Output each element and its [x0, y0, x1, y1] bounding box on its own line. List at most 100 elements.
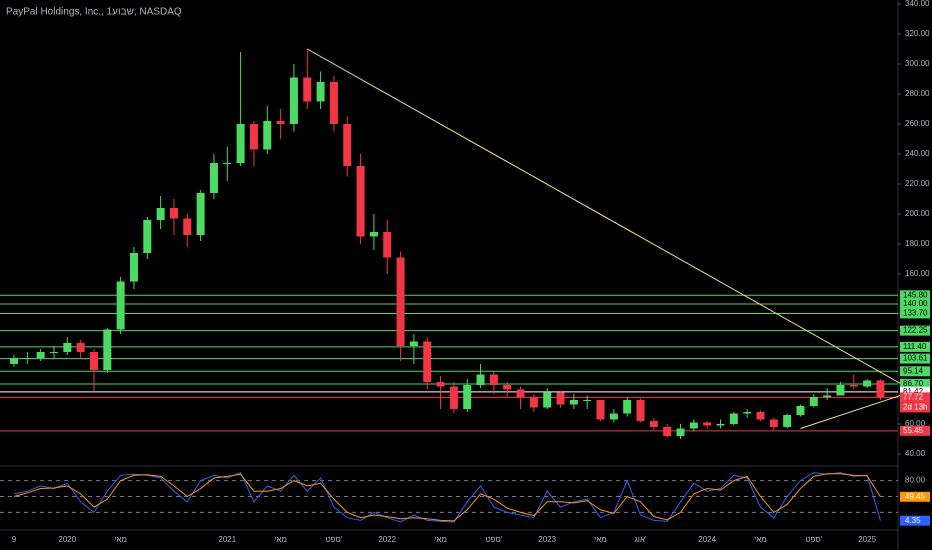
x-tick-label: ספט' [805, 535, 822, 544]
candle-body [143, 220, 152, 253]
trend-line [800, 390, 914, 429]
candle-body [609, 413, 618, 420]
candle-body [116, 281, 125, 330]
candle-body [636, 400, 645, 421]
y-tick-label: 340.00 [905, 0, 930, 8]
level-label: 95.14 [903, 366, 924, 375]
level-label: 140.00 [903, 299, 928, 308]
candle-body [596, 400, 605, 420]
candle-body [383, 232, 392, 258]
candle-body [76, 343, 85, 352]
candle-body [796, 406, 805, 415]
level-label-bg [900, 425, 930, 436]
candle-body [716, 424, 725, 426]
candle-body [529, 397, 538, 408]
candle-body [396, 257, 405, 346]
x-tick-label: 9 [12, 535, 17, 544]
candle-body [316, 82, 325, 102]
x-tick-label: מאי [594, 535, 607, 544]
x-tick-label: 2023 [538, 535, 556, 544]
candle-body [649, 421, 658, 427]
x-tick-label: 2021 [218, 535, 236, 544]
x-tick-label: ספט' [485, 535, 502, 544]
candle-body [569, 400, 578, 405]
x-tick-label: מאי [114, 535, 127, 544]
chart-title: PayPal Holdings, Inc., 1שבוע, NASDAQ [6, 7, 182, 18]
level-label-bg [900, 308, 930, 319]
candle-body [236, 124, 245, 163]
level-label-bg [900, 366, 930, 377]
candle-body [823, 395, 832, 397]
candle-body [89, 352, 98, 370]
trend-line [307, 48, 915, 392]
candle-body [156, 208, 165, 220]
oscillator-value-bg [900, 515, 930, 526]
candle-body [583, 400, 592, 401]
candle-body [223, 163, 232, 164]
candle-body [409, 341, 418, 346]
candle-body [369, 232, 378, 237]
y-tick-label: 240.00 [905, 149, 930, 158]
x-tick-label: 2024 [698, 535, 716, 544]
level-note-bg [900, 402, 930, 413]
candle-body [103, 329, 112, 370]
oscillator-line [13, 472, 881, 523]
candle-body [516, 389, 525, 397]
candle-body [249, 124, 258, 150]
oscillator-value-bg [900, 491, 930, 502]
level-label: 111.40 [903, 342, 927, 351]
level-label: 133.70 [903, 309, 928, 318]
candle-body [876, 380, 885, 398]
candle-body [23, 358, 32, 359]
candle-body [49, 352, 58, 353]
x-tick-label: מאי [274, 535, 287, 544]
level-label-bg [900, 299, 930, 309]
x-tick-label: מאי [754, 535, 767, 544]
candle-body [343, 124, 352, 166]
candle-body [689, 422, 698, 429]
level-note: 2d 13h [903, 403, 927, 412]
x-tick-label: אוג' [635, 535, 647, 544]
level-label: 77.72 [903, 393, 924, 402]
x-tick-label: מאי [434, 535, 447, 544]
candle-body [329, 82, 338, 124]
level-label-bg [900, 341, 930, 352]
x-tick-label: ספט' [326, 535, 343, 544]
candle-body [36, 352, 45, 358]
y-tick-label: 180.00 [905, 239, 930, 248]
candle-body [449, 386, 458, 409]
y-tick-label: 260.00 [905, 119, 930, 128]
candle-body [809, 397, 818, 406]
level-label: 81.42 [903, 387, 924, 396]
candle-body [263, 121, 272, 150]
oscillator-value-label: 4.35 [905, 516, 921, 525]
y-tick-label: 60.00 [905, 419, 926, 428]
candle-body [489, 374, 498, 385]
level-label-bg [900, 290, 930, 301]
candle-body [863, 380, 872, 387]
candle-body [129, 253, 138, 282]
oscillator-tick-label: 80.00 [905, 476, 926, 485]
candle-body [463, 385, 472, 409]
y-tick-label: 40.00 [905, 449, 926, 458]
candle-body [169, 208, 178, 219]
x-tick-label: 2022 [378, 535, 396, 544]
level-label: 145.80 [903, 290, 928, 299]
candle-body [729, 413, 738, 424]
candle-body [356, 166, 365, 237]
y-tick-label: 320.00 [905, 29, 930, 38]
candle-body [556, 392, 565, 405]
oscillator-value-label: 49.45 [905, 492, 926, 501]
oscillator-line [13, 473, 881, 522]
candle-body [703, 422, 712, 426]
x-tick-label: 2025 [858, 535, 876, 544]
candle-body [196, 193, 205, 235]
candle-body [676, 428, 685, 436]
level-label-bg [900, 378, 930, 389]
candle-body [289, 77, 298, 124]
candle-body [276, 121, 285, 124]
level-label-bg [900, 392, 930, 403]
candle-body [303, 77, 312, 102]
y-tick-label: 280.00 [905, 89, 930, 98]
